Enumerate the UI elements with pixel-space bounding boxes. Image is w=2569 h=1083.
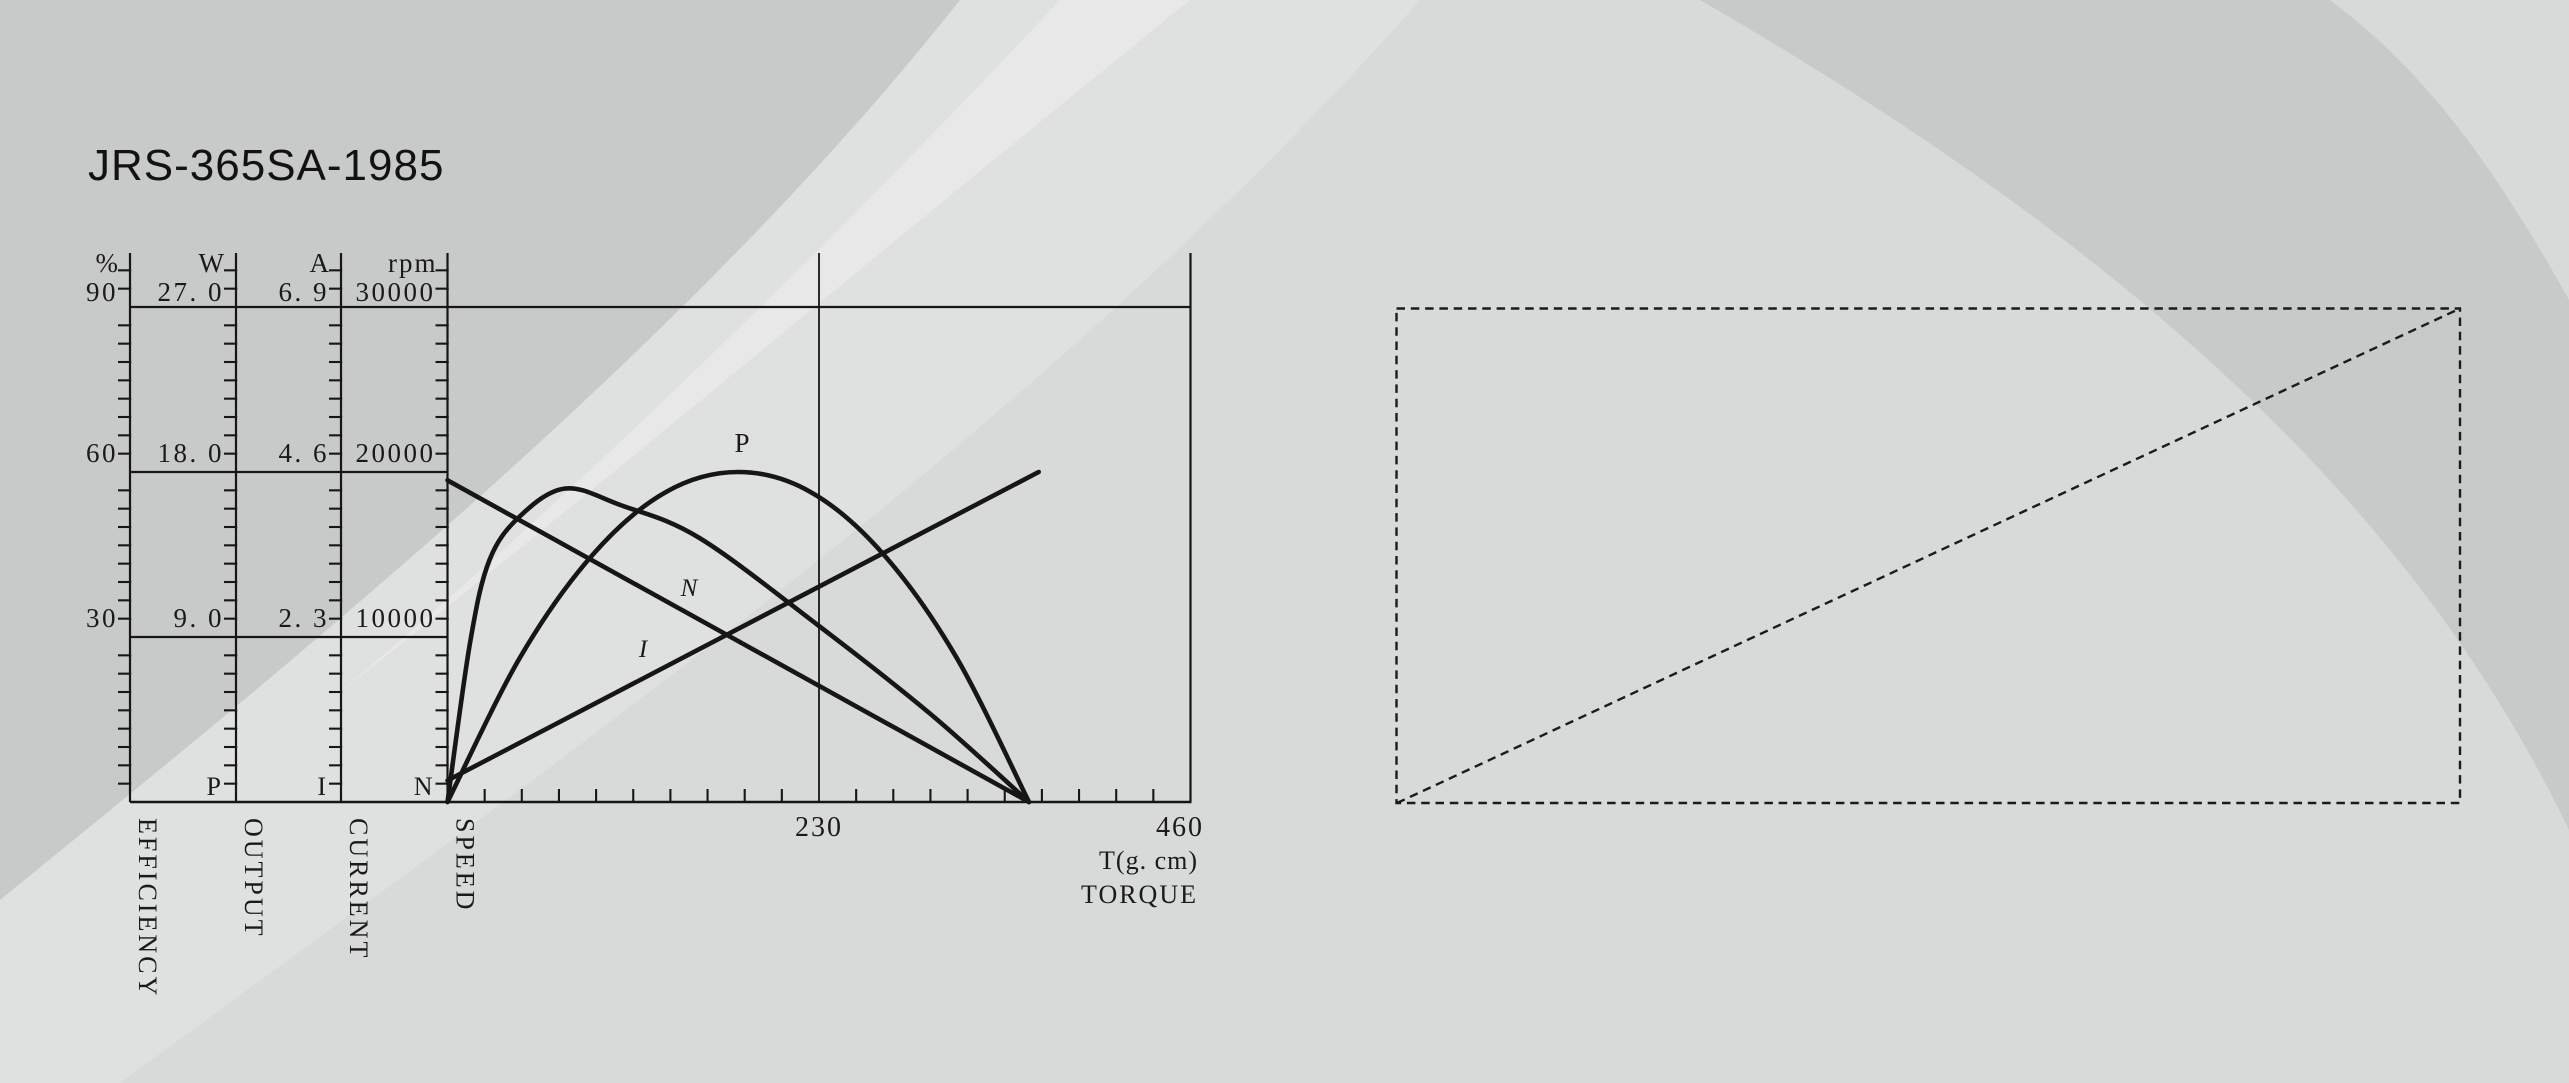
axis-name-label: OUTPUT [239,818,268,939]
axis-name-label: EFFICIENCY [133,818,162,998]
x-tick-label-460: 460 [1156,812,1204,843]
background-bright-blade [330,0,1190,700]
axis-unit-label: A [310,248,332,278]
chart-axes-and-grid [118,253,1192,804]
axis-letter-label: I [317,772,326,801]
axis-tick-label: 9. 0 [174,603,225,633]
x-axis-unit-label: T(g. cm) [1099,846,1198,875]
chart-curves [445,469,1041,805]
page-title: JRS-365SA-1985 [88,141,444,190]
axis-letter-label: N [414,772,433,801]
curve-output [445,469,1032,805]
chart-labels: %90 60 30 EFFICIENCY W27. 0 18. 0 9. 0 P OUTPUT A… [86,248,1204,998]
dashed-placeholder-box [1395,307,2462,805]
curve-label-current: I [638,636,649,663]
background-dark-band-left [0,0,960,900]
performance-chart: %90 60 30 EFFICIENCY W27. 0 18. 0 9. 0 P OUTPUT A… [86,248,1204,998]
axis-tick-label: 4. 6 [279,438,330,468]
axis-letter-label: P [207,772,221,801]
axis-tick-label: 20000 [356,438,436,468]
curve-speed [445,478,1032,805]
dashed-rectangle [1395,307,2462,805]
curve-label-output: P [734,428,749,458]
dashed-diagonal-line [1396,307,2461,805]
curve-efficiency [445,486,1032,805]
axis-tick-label: 27. 0 [158,277,225,307]
curve-label-speed: N [680,575,699,602]
axis-tick-label: 2. 3 [279,603,330,633]
axis-name-label: CURRENT [344,818,373,960]
axis-name-label: SPEED [451,818,480,912]
axis-tick-label: 30000 [356,277,436,307]
axis-unit-label: % [96,248,121,278]
x-tick-label-230: 230 [795,812,843,843]
axis-tick-label: 60 [86,438,118,468]
axis-tick-label: 90 [86,277,118,307]
axis-unit-label: rpm [388,248,438,278]
curve-current [445,469,1041,783]
axis-unit-label: W [199,248,226,278]
x-axis-name-label: TORQUE [1081,880,1198,909]
axis-tick-label: 30 [86,603,118,633]
axis-tick-label: 6. 9 [279,277,330,307]
background-light-band [0,0,1420,1083]
background-dark-band-right [1700,0,2569,830]
axis-tick-label: 18. 0 [158,438,225,468]
axis-tick-label: 10000 [356,603,436,633]
